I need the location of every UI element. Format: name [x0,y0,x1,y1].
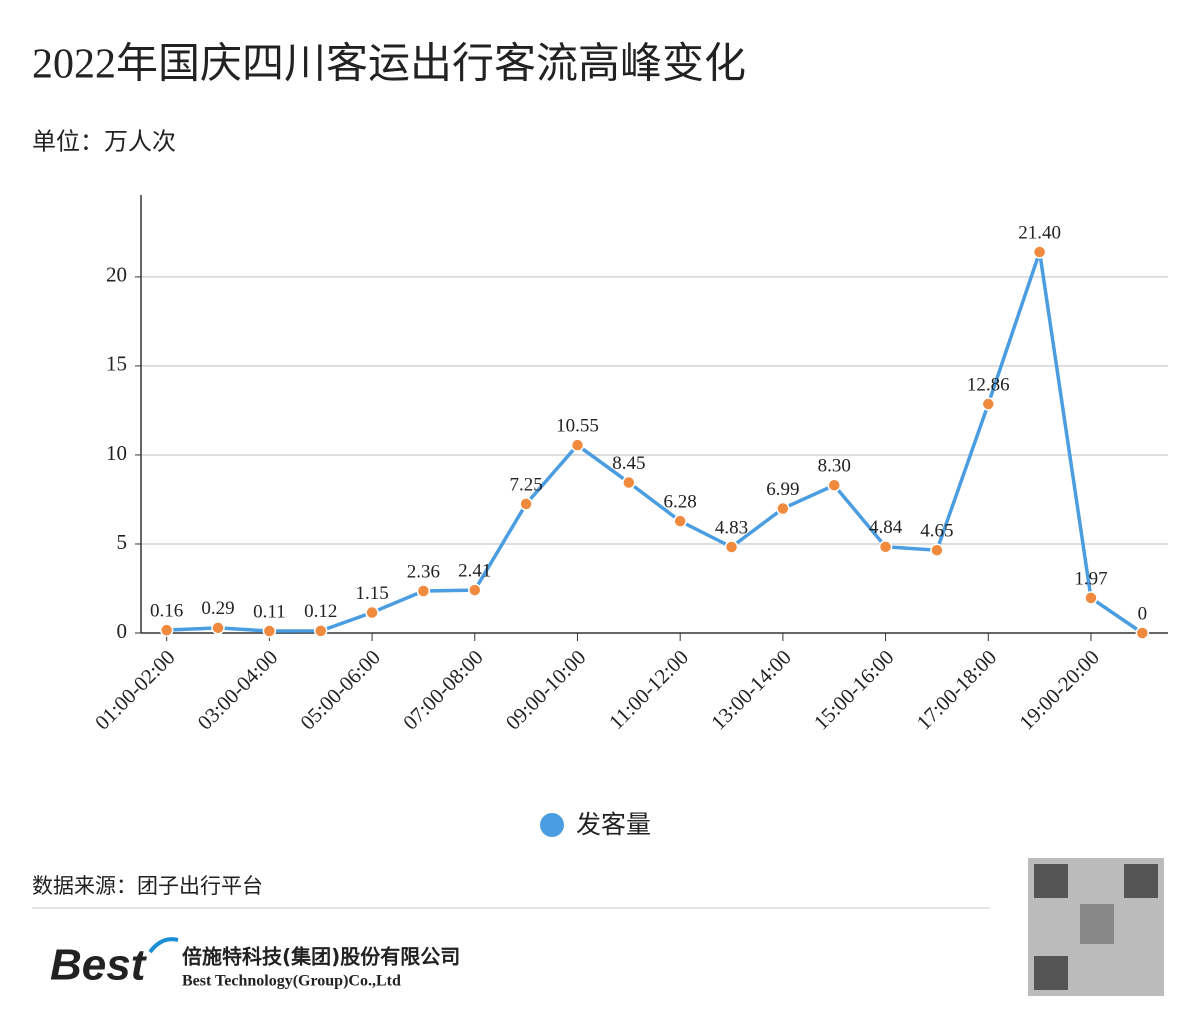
data-label: 8.45 [612,453,645,474]
y-tick-label: 20 [106,263,127,287]
data-label: 21.40 [1018,222,1061,243]
data-point [1084,591,1098,605]
data-label: 4.84 [869,517,903,538]
data-point [468,583,482,597]
data-label: 4.65 [920,521,953,542]
data-point [416,584,431,598]
data-label: 2.36 [407,561,440,582]
x-tick-label: 15:00-16:00 [809,645,899,735]
x-tick-label: 05:00-06:00 [295,645,385,735]
y-tick-label: 0 [117,619,128,643]
data-point [776,501,790,516]
chart-subtitle: 单位：万人次 [32,129,176,156]
data-label: 0.29 [201,598,234,619]
x-tick-label: 17:00-18:00 [912,645,1002,735]
data-point [1135,626,1150,640]
x-tick-label: 13:00-14:00 [706,645,796,735]
data-label: 10.55 [556,416,599,437]
data-point [159,623,174,637]
data-label: 1.15 [355,583,388,604]
data-point [827,478,841,492]
data-point [1032,245,1047,259]
data-point [262,624,277,638]
chart-title: 2022年国庆四川客运出行客流高峰变化 [32,41,746,88]
data-point [673,514,687,528]
data-point [878,540,893,554]
data-point [211,621,225,635]
legend-marker [540,813,564,837]
data-point [622,475,636,490]
data-point [724,540,739,554]
y-tick-label: 5 [117,530,128,554]
data-label: 0.12 [304,601,337,622]
logo: Best [50,941,148,990]
data-label: 1.97 [1074,568,1107,589]
data-point [570,438,585,452]
data-point [365,605,379,620]
source: 数据来源：团子出行平台 [32,874,263,898]
data-point [519,497,533,511]
data-label: 0.16 [150,601,183,622]
company-en: Best Technology(Group)Co.,Ltd [182,973,401,990]
data-label: 0.11 [253,601,286,622]
x-tick-label: 09:00-10:00 [501,645,591,735]
data-label: 2.41 [458,560,491,581]
data-label: 6.99 [766,479,799,500]
x-tick-label: 11:00-12:00 [604,645,693,734]
data-point [313,624,328,638]
y-tick-label: 15 [106,352,127,376]
data-point [981,397,996,411]
data-point [930,543,944,557]
data-label: 12.86 [967,374,1010,395]
x-tick-label: 19:00-20:00 [1014,645,1104,735]
legend-label: 发客量 [576,810,651,839]
data-label: 8.30 [818,456,851,477]
logo-swoosh [148,937,179,954]
company-cn: 倍施特科技(集团)股份有限公司 [182,945,460,969]
x-tick-label: 01:00-02:00 [90,645,180,735]
data-label: 4.83 [715,517,748,538]
series-line [166,251,1144,635]
x-tick-label: 07:00-08:00 [398,645,488,735]
qr-code [1028,858,1164,996]
data-label: 7.25 [510,474,543,495]
x-tick-label: 03:00-04:00 [193,645,283,735]
data-label: 0 [1138,603,1148,624]
y-tick-label: 10 [106,441,127,465]
data-label: 6.28 [664,492,697,513]
